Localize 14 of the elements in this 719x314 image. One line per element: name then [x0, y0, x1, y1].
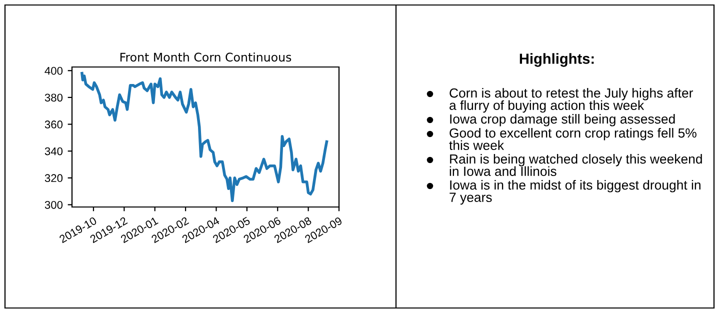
y-tick-label: 340: [44, 147, 63, 156]
y-tick-label: 300: [44, 200, 63, 209]
chart-title: Front Month Corn Continuous: [120, 52, 292, 62]
y-tick-label: 320: [44, 174, 63, 182]
text: Highlights:: [520, 53, 594, 67]
y-tick-label: 380: [44, 94, 63, 102]
text: Good to excellent corn crop ratings fell 5% this week: [449, 128, 696, 150]
line-series: [80, 72, 328, 202]
y-tick-label: 400: [44, 66, 63, 75]
y-tick-label: 360: [44, 120, 63, 128]
text: Iowa is in the midst of its biggest drought in 7 years: [450, 180, 700, 205]
text: Iowa crop damage still being assessed: [450, 114, 675, 126]
text: Rain is being watched closely this weekend in Iowa and Illinois: [450, 154, 702, 176]
text: Corn is about to retest the July highs after a flurry of buying action this week: [450, 88, 694, 113]
